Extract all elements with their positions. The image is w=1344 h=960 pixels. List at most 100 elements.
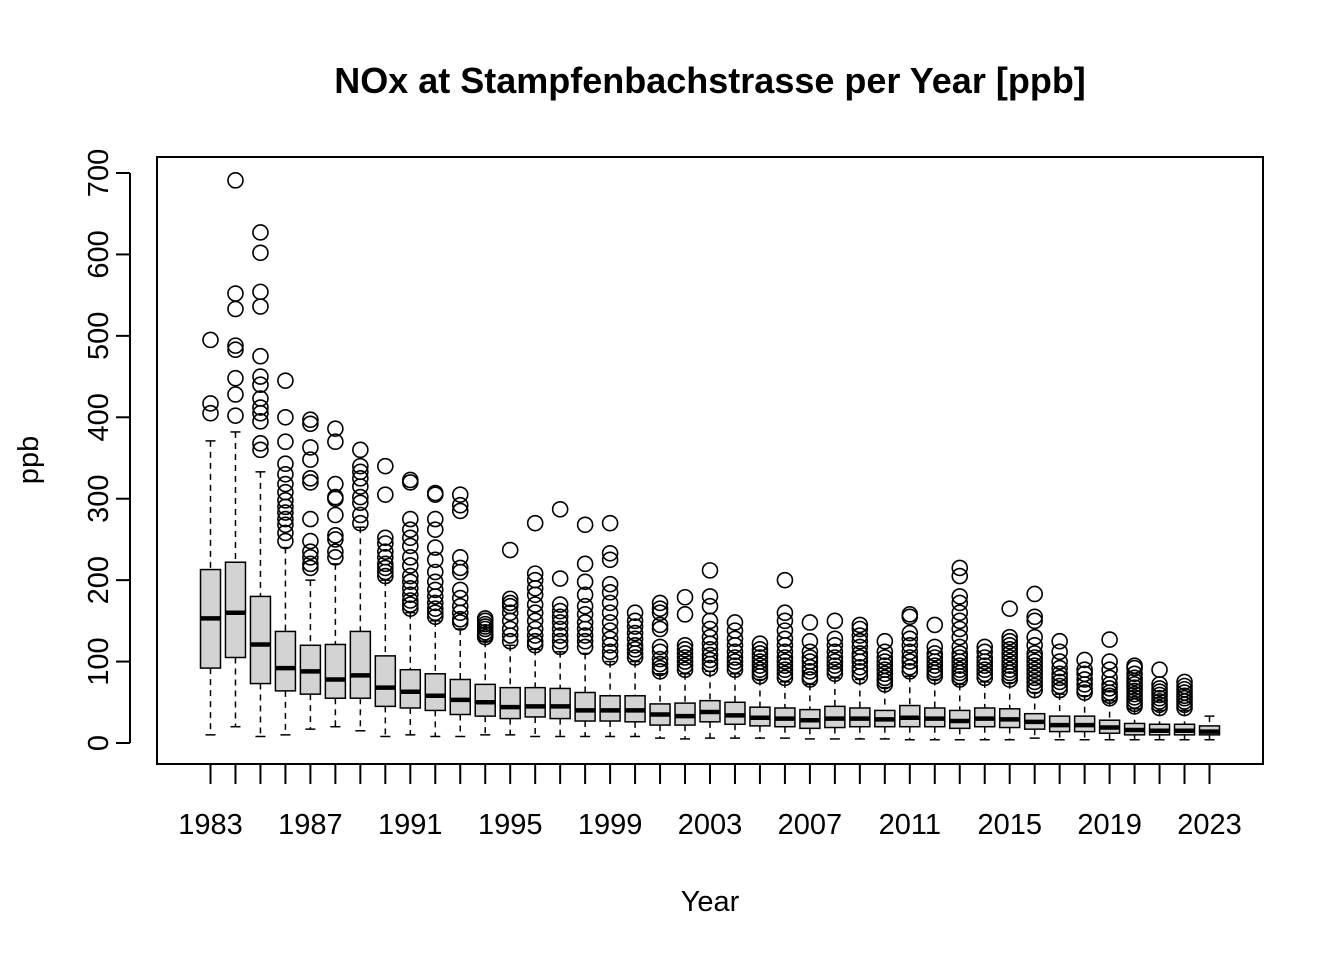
outlier-point [901,606,919,623]
outlier-point [202,331,219,349]
outlier-point [876,653,894,670]
outlier-point [876,661,894,679]
box-2018 [1073,651,1096,741]
outlier-point [451,610,469,628]
outlier-point [401,529,419,547]
y-tick-label: 600 [83,230,115,278]
outlier-point [901,649,919,666]
outlier-point [252,413,269,430]
outlier-point [776,657,794,674]
outlier-point [426,539,444,556]
outlier-point [252,298,269,315]
outlier-point [726,661,744,679]
outlier-point [726,657,744,674]
outlier-point [876,632,894,650]
box-2013 [949,559,971,741]
box-2006 [774,571,796,739]
outlier-point [551,638,569,656]
outlier-point [576,614,594,631]
outlier-point [401,592,419,609]
outlier-point [227,172,244,189]
outlier-point [227,407,244,424]
outlier-point [751,657,769,674]
outlier-point [277,483,294,501]
y-tick-label: 100 [83,637,115,685]
y-axis: 0 100 200 300 400 500 600 700 [83,149,131,751]
outlier-point [826,643,844,661]
y-tick-label: 700 [83,149,115,197]
outlier-point [601,630,619,648]
outlier-point [277,465,294,483]
outlier-point [302,451,319,468]
outlier-point [801,653,819,670]
outlier-point [776,669,794,687]
outlier-point [302,532,319,550]
outlier-point [327,531,344,548]
outlier-point [626,604,644,622]
outlier-point [401,573,419,591]
outlier-point [1026,681,1043,699]
outlier-point [801,614,819,631]
outlier-point [726,622,744,639]
box-1992 [424,484,447,738]
outlier-point [976,665,994,683]
outlier-point [601,594,619,612]
outlier-point [751,661,769,679]
outlier-point [377,567,394,585]
outlier-point [1026,657,1043,674]
x-tick-label: 1991 [378,809,443,841]
outlier-point [277,408,294,426]
outlier-point [277,532,294,550]
outlier-point [327,543,344,560]
iqr-box [349,630,372,699]
outlier-point [951,649,969,666]
outlier-point [951,645,969,662]
y-tick-label: 0 [83,735,115,751]
outlier-point [876,643,894,661]
outlier-point [451,486,469,503]
outlier-point [1026,628,1043,646]
outlier-point [951,657,969,674]
outlier-point [851,638,869,656]
box-2016 [1023,585,1046,739]
outlier-point [1026,585,1043,603]
outlier-point [252,224,269,241]
outlier-point [1076,665,1093,683]
outlier-point [926,649,944,666]
outlier-point [626,636,644,654]
outlier-point [451,604,469,622]
outlier-point [576,586,594,604]
outlier-point [1126,669,1143,687]
box-2020 [1123,657,1146,741]
outlier-point [626,649,644,666]
outlier-point [327,475,344,493]
outlier-point [976,649,994,666]
outlier-point [1001,632,1019,650]
outlier-point [1151,680,1168,697]
outlier-point [626,630,644,648]
outlier-point [1001,653,1019,670]
outlier-point [526,565,544,582]
iqr-box [399,668,422,709]
outlier-point [701,562,719,579]
outlier-point [1026,608,1043,626]
iqr-box [449,678,471,716]
outlier-point [501,594,519,612]
outlier-point [302,474,319,491]
outlier-point [352,441,369,459]
outlier-point [426,510,444,528]
outlier-point [626,641,644,658]
outlier-point [1076,651,1093,669]
outlier-point [252,283,269,301]
outlier-point [1051,659,1068,677]
outlier-point [751,653,769,670]
outlier-point [626,612,644,630]
box-1996 [524,514,546,738]
outlier-point [377,529,394,547]
iqr-box [374,655,397,708]
x-tick-label: 1987 [278,809,343,841]
outlier-point [551,632,569,650]
box-1985 [249,224,272,738]
outlier-point [801,663,819,680]
